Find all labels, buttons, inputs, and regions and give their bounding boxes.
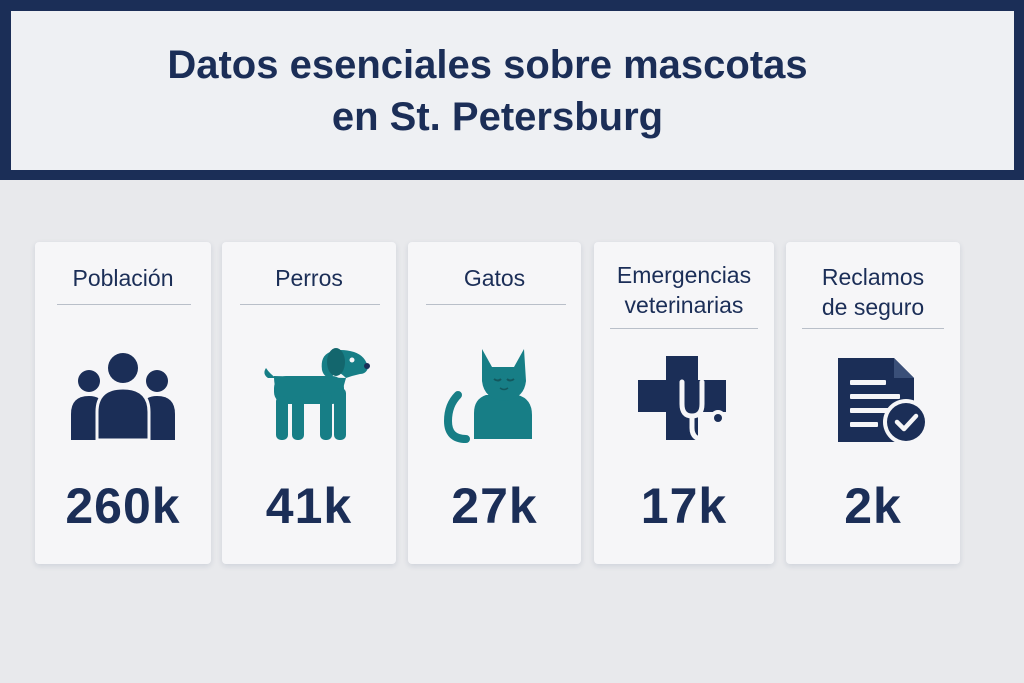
card-label: Población: [72, 265, 174, 291]
card-divider: [610, 328, 758, 329]
insurance-claim-document-icon: [838, 358, 929, 445]
stat-card-perros: Perros 41k: [222, 242, 396, 564]
cat-icon: [444, 349, 532, 443]
stat-card-emergencias-veterinarias: Emergencias veterinarias 17k: [594, 242, 774, 564]
card-value: 2k: [844, 478, 902, 534]
card-divider: [802, 328, 944, 329]
people-group-icon: [71, 353, 175, 442]
dog-icon: [264, 348, 370, 440]
medical-cross-stethoscope-icon: [638, 356, 726, 443]
card-label: Gatos: [463, 265, 526, 291]
header-panel: Datos esenciales sobre mascotas en St. P…: [11, 11, 1014, 170]
card-value: 27k: [451, 478, 538, 534]
stat-card-reclamos-de-seguro: Reclamos de seguro 2k: [786, 242, 960, 564]
card-label: Reclamos de seguro: [821, 264, 925, 320]
card-value: 17k: [640, 478, 728, 534]
card-value: 41k: [265, 478, 353, 534]
card-value: 260k: [65, 478, 181, 534]
card-label: Emergencias veterinarias: [616, 262, 752, 318]
card-divider: [57, 304, 191, 305]
card-label: Perros: [275, 265, 343, 291]
stat-card-gatos: Gatos 27k: [408, 242, 581, 564]
stat-card-poblacion: Población 260k: [35, 242, 211, 564]
card-divider: [426, 304, 566, 305]
page-title-line-2: en St. Petersburg: [331, 94, 664, 139]
header-banner: Datos esenciales sobre mascotas en St. P…: [0, 0, 1024, 180]
page-title-line-1: Datos esenciales sobre mascotas: [167, 42, 808, 87]
card-divider: [240, 304, 380, 305]
